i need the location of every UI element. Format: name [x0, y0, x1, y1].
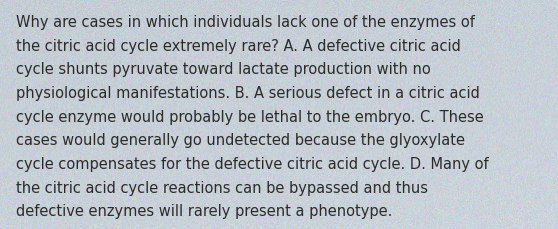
Text: defective enzymes will rarely present a phenotype.: defective enzymes will rarely present a …	[16, 204, 392, 218]
Text: cycle compensates for the defective citric acid cycle. D. Many of: cycle compensates for the defective citr…	[16, 156, 488, 171]
Text: the citric acid cycle reactions can be bypassed and thus: the citric acid cycle reactions can be b…	[16, 180, 427, 195]
Text: Why are cases in which individuals lack one of the enzymes of: Why are cases in which individuals lack …	[16, 15, 474, 30]
Text: cycle shunts pyruvate toward lactate production with no: cycle shunts pyruvate toward lactate pro…	[16, 62, 430, 77]
Text: the citric acid cycle extremely rare? A. A defective citric acid: the citric acid cycle extremely rare? A.…	[16, 38, 460, 53]
Text: physiological manifestations. B. A serious defect in a citric acid: physiological manifestations. B. A serio…	[16, 86, 479, 101]
Text: cases would generally go undetected because the glyoxylate: cases would generally go undetected beca…	[16, 133, 465, 148]
Text: cycle enzyme would probably be lethal to the embryo. C. These: cycle enzyme would probably be lethal to…	[16, 109, 483, 124]
